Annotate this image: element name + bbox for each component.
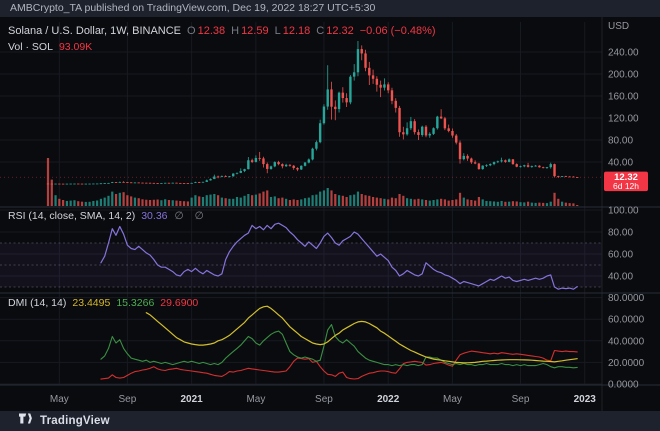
candles-layer <box>46 41 579 185</box>
svg-text:USD: USD <box>608 21 629 32</box>
svg-text:Sep: Sep <box>315 394 333 405</box>
svg-text:60.0000: 60.0000 <box>608 315 645 326</box>
svg-text:Sep: Sep <box>512 394 530 405</box>
svg-text:0.0000: 0.0000 <box>608 380 639 391</box>
svg-text:2021: 2021 <box>181 394 204 405</box>
svg-text:12.32: 12.32 <box>614 172 638 183</box>
publish-header-text: AMBCrypto_TA published on TradingView.co… <box>10 2 376 14</box>
svg-text:May: May <box>246 394 265 405</box>
svg-text:40.0000: 40.0000 <box>608 336 645 347</box>
svg-text:100.00: 100.00 <box>608 206 639 217</box>
time-axis[interactable]: May Sep 2021 May Sep 2022 May Sep 2023 <box>50 394 596 405</box>
svg-text:20.0000: 20.0000 <box>608 358 645 369</box>
tradingview-brand-text[interactable]: TradingView <box>40 415 110 427</box>
svg-text:160.00: 160.00 <box>608 92 639 103</box>
price-axis[interactable]: USD 240.00 200.00 160.00 120.00 80.00 40.00 100… <box>608 21 645 391</box>
volume-bars <box>46 158 579 206</box>
rsi-line <box>100 222 578 290</box>
svg-text:6d 12h: 6d 12h <box>613 181 639 191</box>
rsi-band <box>0 242 602 288</box>
svg-text:120.00: 120.00 <box>608 114 639 125</box>
svg-text:200.00: 200.00 <box>608 70 639 81</box>
svg-text:80.00: 80.00 <box>608 228 633 239</box>
svg-text:2022: 2022 <box>377 394 400 405</box>
svg-text:60.00: 60.00 <box>608 250 633 261</box>
svg-text:240.00: 240.00 <box>608 48 639 59</box>
footer-bar: TradingView <box>0 411 660 431</box>
svg-text:May: May <box>50 394 69 405</box>
svg-text:Sep: Sep <box>118 394 136 405</box>
svg-text:2023: 2023 <box>574 394 597 405</box>
svg-text:80.0000: 80.0000 <box>608 293 645 304</box>
svg-text:40.00: 40.00 <box>608 158 633 169</box>
dmi-lines <box>100 305 578 380</box>
publish-header: AMBCrypto_TA published on TradingView.co… <box>0 0 660 17</box>
tradingview-logo-icon[interactable] <box>18 412 33 430</box>
panel-separators[interactable] <box>0 17 660 411</box>
svg-text:80.00: 80.00 <box>608 136 633 147</box>
svg-text:May: May <box>443 394 462 405</box>
svg-text:40.00: 40.00 <box>608 272 633 283</box>
